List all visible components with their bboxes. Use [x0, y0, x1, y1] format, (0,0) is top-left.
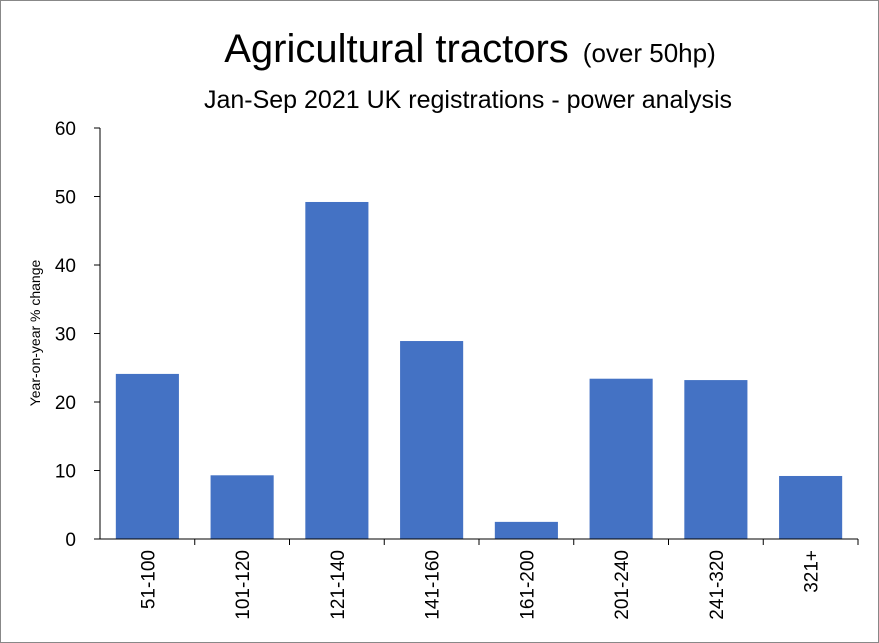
x-tick-label: 121-140	[328, 550, 349, 620]
y-axis-label: Year-on-year % change	[27, 259, 43, 406]
bar	[779, 475, 843, 539]
y-tick-label: 0	[65, 530, 76, 551]
y-tick-label: 50	[55, 188, 76, 209]
bar	[400, 341, 464, 539]
y-tick-label: 40	[55, 256, 76, 277]
bar	[494, 521, 558, 539]
x-tick-label: 51-100	[138, 550, 159, 609]
bar	[684, 380, 748, 539]
x-tick-label: 201-240	[612, 550, 633, 620]
bar	[305, 201, 369, 540]
x-tick-label: 101-120	[233, 550, 254, 620]
chart-subtitle: Jan-Sep 2021 UK registrations - power an…	[204, 86, 732, 114]
title-note: (over 50hp)	[583, 38, 716, 68]
y-tick-label: 10	[55, 462, 76, 483]
chart-title: Agricultural tractors (over 50hp)	[224, 27, 716, 71]
bar	[589, 378, 653, 539]
y-tick-label: 30	[55, 325, 76, 346]
bar	[210, 475, 274, 539]
x-tick-label: 241-320	[707, 550, 728, 620]
bar	[115, 373, 179, 539]
y-tick-label: 20	[55, 393, 76, 414]
x-tick-label: 161-200	[517, 550, 538, 620]
title-main: Agricultural tractors	[224, 27, 569, 71]
y-tick-label: 60	[55, 119, 76, 140]
x-tick-label: 321+	[802, 550, 823, 593]
x-tick-label: 141-160	[423, 550, 444, 620]
